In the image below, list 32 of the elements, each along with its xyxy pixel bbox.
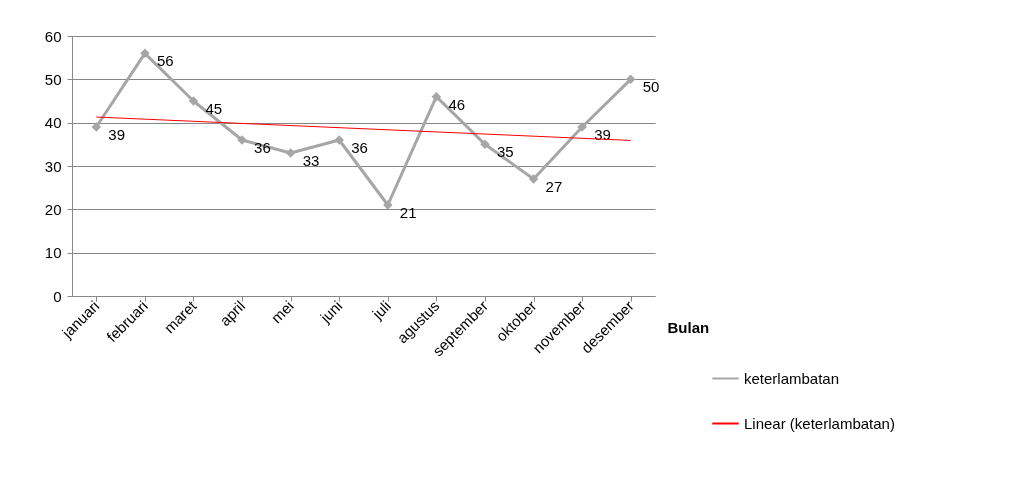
legend-label: Linear (keterlambatan) [744,414,895,432]
y-tick-label: 30 [44,157,62,175]
y-tick-label: 40 [44,114,62,132]
legend-label: keterlambatan [744,369,840,387]
point [188,96,199,106]
data-label: 33 [302,152,320,169]
point [528,174,539,184]
y-tick-label: 0 [53,287,62,305]
data-label: 36 [254,139,271,156]
data-label: 56 [156,52,174,70]
data-label: 39 [108,126,125,143]
data-label: 27 [545,178,563,195]
data-label: 45 [205,100,223,117]
y-tick-label: 60 [44,27,62,45]
point [285,148,296,158]
y-tick-label: 20 [44,200,62,218]
point [91,122,102,132]
point [480,139,490,150]
point [625,74,636,85]
point [140,48,150,59]
data-label: 35 [496,143,514,161]
data-label: 39 [594,126,611,143]
y-tick-label: 10 [44,244,62,262]
data-label: 21 [399,204,417,221]
y-tick-label: 50 [44,70,62,88]
data-label: 36 [351,139,368,156]
x-tick-label: mei [267,297,297,327]
x-axis-title: Bulan [667,318,710,336]
data-label: 50 [642,78,660,96]
point [431,91,442,102]
data-label: 46 [448,95,466,113]
x-tick-label: juli [368,297,394,323]
